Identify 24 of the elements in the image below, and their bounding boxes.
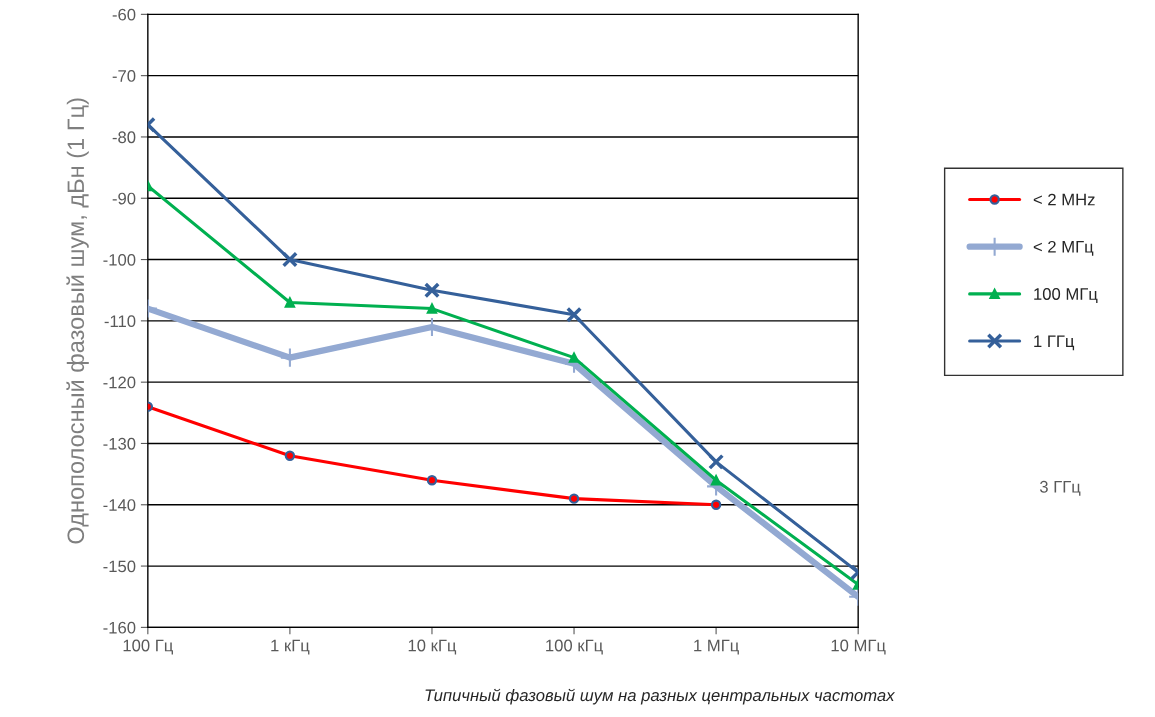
legend-label: 1 ГГц [1034, 335, 1075, 351]
legend-label: 100 МГц [1034, 288, 1098, 304]
x-axis-title: Типичный фазовый шум на разных центральных частотах [425, 688, 896, 705]
text: 3 ГГц [1039, 480, 1081, 496]
y-axis-title: Однополосный фазовый шум, дБн (1 Гц) [66, 98, 89, 544]
x-tick-label: 1 МГц [694, 639, 739, 655]
y-tick-label: -60 [112, 8, 136, 21]
y-tick-label: -110 [104, 315, 136, 328]
x-tick-label: 1 кГц [271, 639, 310, 655]
y-tick-label: -90 [112, 192, 136, 205]
y-tick-label: -100 [103, 253, 136, 266]
y-tick-label: -80 [112, 131, 136, 144]
y-tick-label: -120 [103, 376, 136, 389]
x-tick-label: 100 кГц [546, 639, 603, 655]
legend-label: < 2 MHz [1033, 193, 1095, 206]
x-tick-label: 10 кГц [408, 639, 457, 655]
y-tick-label: -150 [103, 560, 136, 573]
x-tick-label: 100 Гц [123, 639, 173, 655]
y-tick-label: -70 [112, 70, 136, 82]
y-tick-label: -130 [103, 437, 136, 450]
legend-label: < 2 МГц [1033, 240, 1094, 256]
x-tick-label: 10 МГц [831, 639, 886, 655]
y-tick-label: -160 [103, 621, 136, 634]
y-tick-label: -140 [103, 499, 136, 511]
